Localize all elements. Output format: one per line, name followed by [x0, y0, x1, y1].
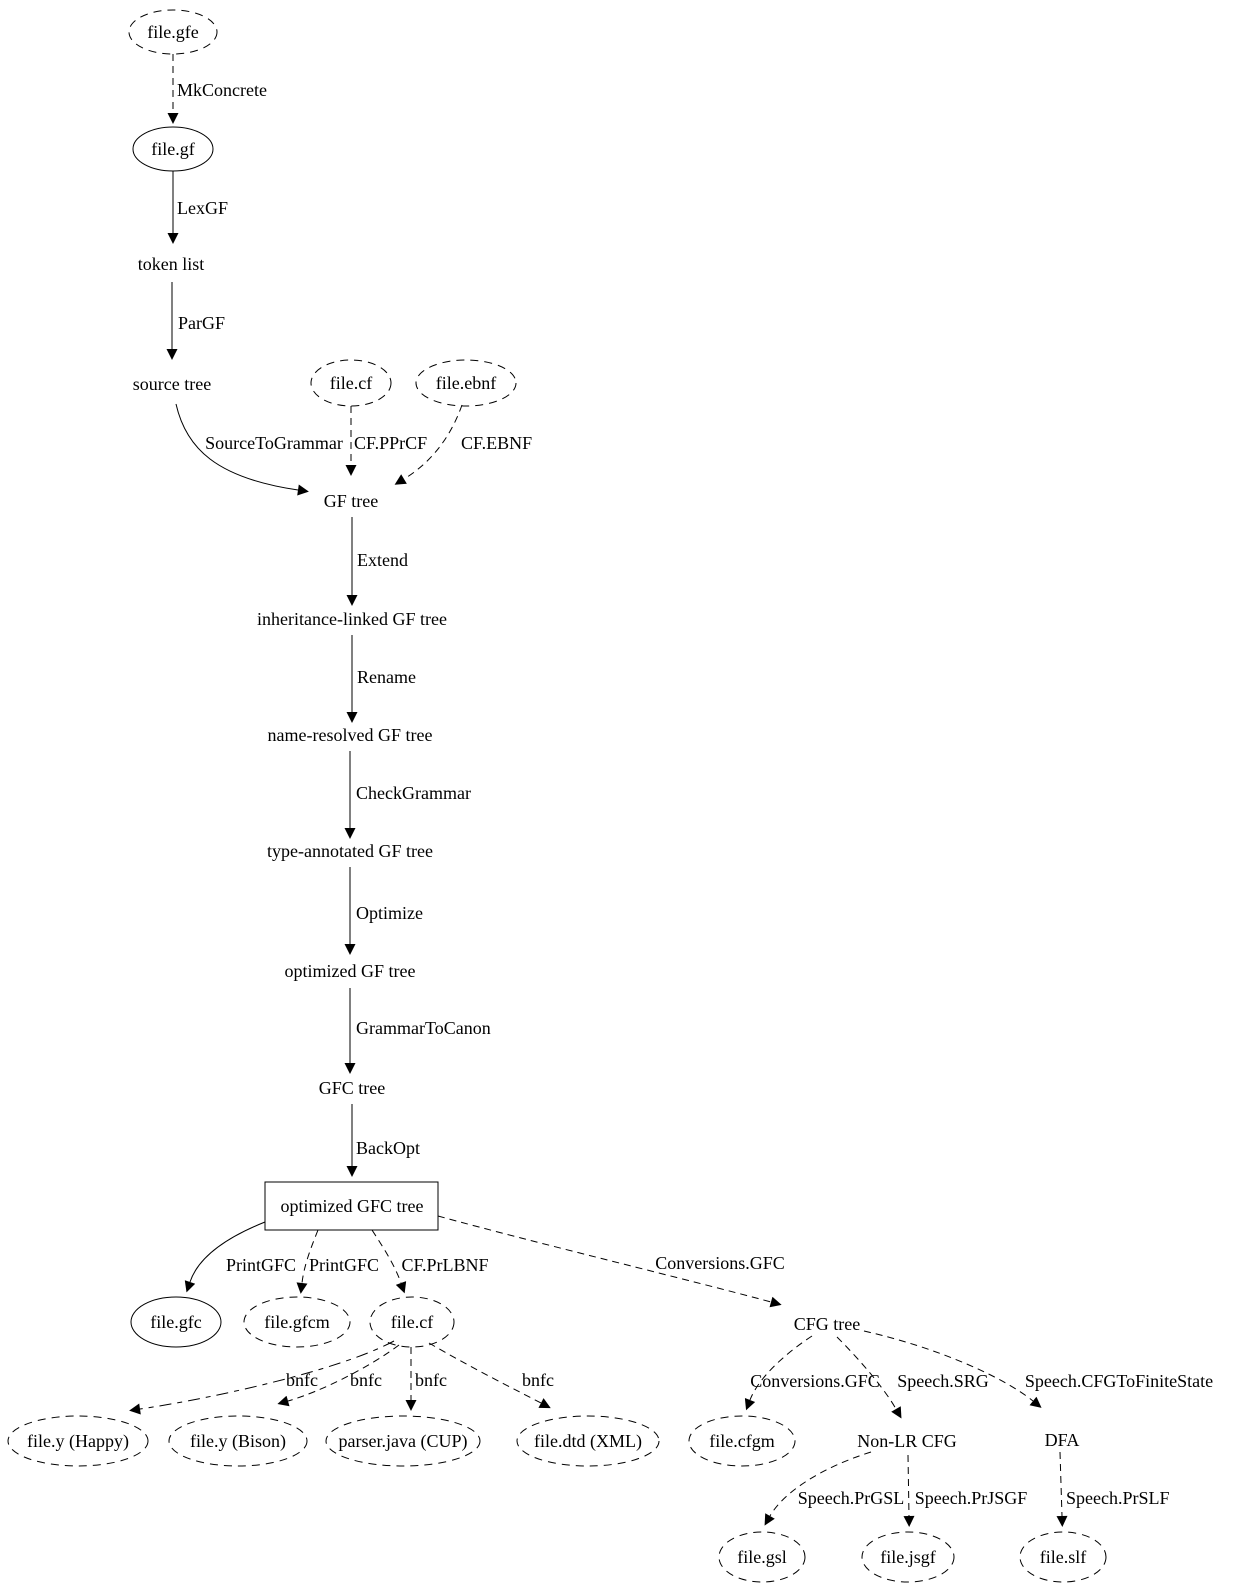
node-file-y-bison: file.y (Bison)	[190, 1431, 286, 1451]
file-gfe-shape	[128, 9, 218, 55]
edge-dfa-to-file-slf	[1056, 1451, 1068, 1527]
edge-file-ebnf-to-gf-tree	[394, 404, 463, 485]
node-source-tree: source tree	[132, 374, 212, 394]
node-file-gfe: file.gfe	[147, 22, 199, 42]
edge-label-bnfc-1: bnfc	[286, 1370, 318, 1390]
edge-label-grammartocanon: GrammarToCanon	[356, 1018, 491, 1038]
edge-label-rename: Rename	[357, 667, 416, 687]
edge-box-to-cfg-tree	[437, 1215, 782, 1308]
node-file-ebnf: file.ebnf	[435, 373, 497, 393]
edge-non-lr-cfg-to-file-gsl	[764, 1451, 872, 1526]
edge-box-to-file-gfcm	[296, 1229, 319, 1294]
file-gfcm-shape	[243, 1296, 351, 1348]
edge-file-cf-to-xml	[428, 1342, 551, 1409]
edge-label-pargf: ParGF	[178, 313, 226, 333]
optimized-gfc-tree-box	[264, 1181, 439, 1231]
edge-file-cf-to-bison	[277, 1344, 400, 1407]
node-dfa: DFA	[1044, 1430, 1080, 1450]
file-gsl-shape	[718, 1531, 806, 1583]
edge-box-to-file-cf-bottom	[371, 1229, 407, 1294]
file-y-happy-shape	[7, 1415, 149, 1467]
edge-label-checkgrammar: CheckGrammar	[356, 783, 471, 803]
edge-non-lr-cfg-to-file-jsgf	[903, 1454, 915, 1527]
edge-label-printgfc-2: PrintGFC	[308, 1255, 380, 1275]
file-cf-top-shape	[310, 359, 392, 407]
edge-label-cf-pprcf: CF.PPrCF	[354, 433, 428, 453]
node-file-jsgf: file.jsgf	[880, 1547, 936, 1567]
edge-label-bnfc-4: bnfc	[522, 1370, 554, 1390]
node-file-cfgm: file.cfgm	[709, 1431, 775, 1451]
edge-label-lexgf: LexGF	[177, 198, 228, 218]
file-jsgf-shape	[861, 1531, 955, 1583]
edge-source-tree-to-gf-tree	[175, 403, 309, 496]
file-y-bison-shape	[168, 1415, 308, 1467]
node-name-resolved-gf-tree: name-resolved GF tree	[267, 725, 433, 745]
file-slf-shape	[1019, 1531, 1107, 1583]
edge-label-bnfc-2: bnfc	[350, 1370, 382, 1390]
edge-label-optimize: Optimize	[356, 903, 423, 923]
node-parser-java-cup: parser.java (CUP)	[338, 1431, 468, 1451]
edge-label-cf-prlbnf: CF.PrLBNF	[401, 1255, 489, 1275]
node-file-gsl: file.gsl	[737, 1547, 787, 1567]
edge-label-speech-srg: Speech.SRG	[897, 1371, 989, 1391]
edge-label-conversions-gfc-lower: Conversions.GFC	[750, 1371, 880, 1391]
node-file-gf: file.gf	[151, 139, 195, 159]
node-file-cf-top: file.cf	[329, 373, 373, 393]
node-gfc-tree: GFC tree	[318, 1078, 386, 1098]
edge-label-speech-prjsgf: Speech.PrJSGF	[914, 1488, 1028, 1508]
node-non-lr-cfg: Non-LR CFG	[857, 1431, 957, 1451]
node-optimized-gf-tree: optimized GF tree	[284, 961, 416, 981]
file-gfc-shape	[130, 1296, 222, 1348]
edge-box-to-file-gfc	[184, 1221, 266, 1293]
node-file-gfc: file.gfc	[150, 1312, 202, 1332]
file-cf-bottom-shape	[369, 1296, 455, 1348]
node-type-annotated-gf-tree: type-annotated GF tree	[267, 841, 433, 861]
edge-label-sourcetogrammar: SourceToGrammar	[205, 433, 343, 453]
edge-label-speech-prslf: Speech.PrSLF	[1066, 1488, 1170, 1508]
edge-label-cf-ebnf: CF.EBNF	[461, 433, 533, 453]
node-inheritance-linked-gf-tree: inheritance-linked GF tree	[257, 609, 447, 629]
edge-cfg-tree-to-dfa	[863, 1330, 1042, 1408]
edge-label-printgfc-1: PrintGFC	[225, 1255, 297, 1275]
node-token-list: token list	[137, 254, 205, 274]
edge-cfg-tree-to-file-cfgm	[744, 1335, 813, 1411]
node-file-dtd-xml: file.dtd (XML)	[534, 1431, 642, 1451]
edge-file-cf-to-happy	[129, 1340, 395, 1415]
file-cfgm-shape	[688, 1415, 796, 1467]
parser-java-cup-shape	[325, 1415, 481, 1467]
node-gf-tree: GF tree	[323, 491, 379, 511]
file-dtd-xml-shape	[516, 1415, 660, 1467]
edge-label-speech-cfgtofinitestate: Speech.CFGToFiniteState	[1024, 1371, 1214, 1391]
edge-label-conversions-gfc-top: Conversions.GFC	[655, 1253, 785, 1273]
node-optimized-gfc-tree: optimized GFC tree	[280, 1196, 424, 1216]
edge-label-extend: Extend	[357, 550, 408, 570]
node-file-slf: file.slf	[1039, 1547, 1087, 1567]
node-file-cf-bottom: file.cf	[390, 1312, 434, 1332]
node-file-gfcm: file.gfcm	[264, 1312, 330, 1332]
edge-label-speech-prgsl: Speech.PrGSL	[797, 1488, 905, 1508]
edge-label-mkconcrete: MkConcrete	[177, 80, 267, 100]
edge-label-backopt: BackOpt	[356, 1138, 420, 1158]
edge-cfg-tree-to-non-lr-cfg	[836, 1336, 902, 1419]
node-file-y-happy: file.y (Happy)	[27, 1431, 129, 1451]
edge-label-bnfc-3: bnfc	[415, 1370, 447, 1390]
node-cfg-tree: CFG tree	[793, 1314, 861, 1334]
file-ebnf-shape	[415, 359, 517, 407]
